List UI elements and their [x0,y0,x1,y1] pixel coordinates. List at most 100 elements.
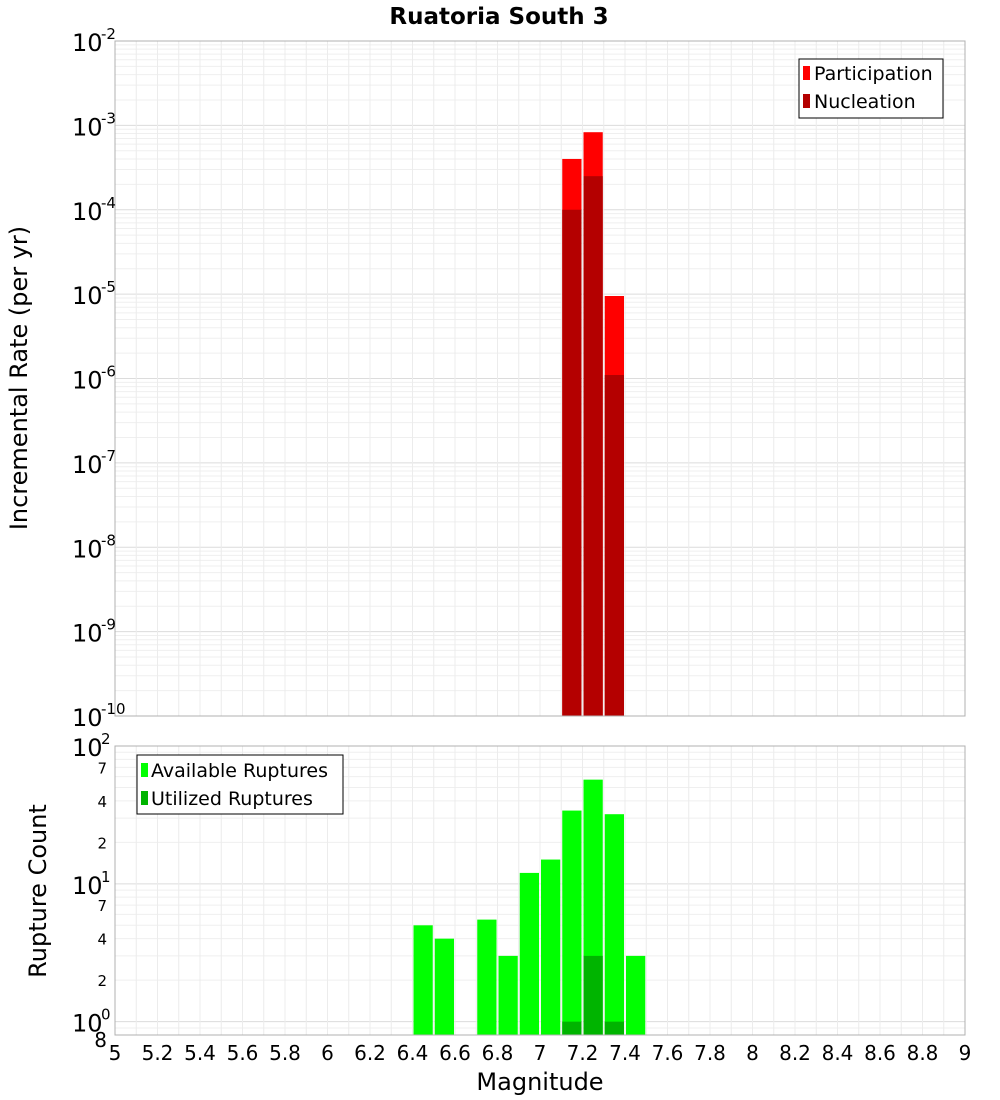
x-tick-label: 6.4 [397,1041,429,1065]
y-tick-label: 10-4 [72,194,116,226]
top-legend: Participation Nucleation [798,58,944,119]
bottom-legend: Available Ruptures Utilized Ruptures [136,754,344,815]
x-tick-label: 8.2 [779,1041,811,1065]
y-tick-exponent: -6 [101,363,116,381]
x-tick-label: 5.6 [227,1041,259,1065]
x-tick-label: 5.4 [184,1041,216,1065]
y-tick-minor-label: 2 [97,834,107,852]
top-plot-bars [562,132,624,717]
y-tick-exponent: -7 [101,447,116,465]
y-tick-label: 101 [72,868,111,900]
x-tick-label: 7 [534,1041,547,1065]
x-tick-label: 6.6 [439,1041,471,1065]
y-tick-exponent: -8 [101,531,116,549]
x-tick-label: 8 [746,1041,759,1065]
x-tick-label: 7.6 [652,1041,684,1065]
y-tick-exponent: 0 [101,1006,111,1024]
y-tick-label: 10-8 [72,531,116,563]
bar-available-ruptures [498,955,518,1035]
y-tick-base: 10 [72,872,103,900]
y-tick-label: 100 [72,1006,111,1038]
y-tick-minor-label: 7 [97,759,107,777]
legend-swatch [803,94,810,108]
legend-label: Available Ruptures [151,760,328,782]
y-tick-exponent: -4 [101,194,116,212]
x-tick-label: 8.6 [864,1041,896,1065]
y-tick-base: 10 [72,113,103,141]
bar-available-ruptures [626,955,646,1035]
x-tick-label: 5.8 [269,1041,301,1065]
y-tick-minor-label: 4 [97,931,107,949]
bar-nucleation [562,209,582,716]
y-tick-label: 10-10 [72,700,126,732]
bar-utilized-ruptures [583,955,603,1035]
y-tick-minor-label: 8 [94,1028,107,1052]
bar-utilized-ruptures [562,1021,582,1035]
x-tick-label: 8.4 [822,1041,854,1065]
legend-swatch [141,763,148,777]
y-tick-label: 10-3 [72,109,116,141]
y-tick-exponent: 1 [101,868,111,886]
y-tick-label: 10-2 [72,25,116,57]
x-tick-label: 7.4 [609,1041,641,1065]
top-y-tick-labels: 10-210-310-410-510-610-710-810-910-10 [72,25,126,732]
y-tick-base: 10 [72,620,103,648]
legend-label: Utilized Ruptures [151,788,313,810]
y-tick-base: 10 [72,282,103,310]
y-tick-base: 10 [72,451,103,479]
x-tick-labels: 5 5.2 5.4 5.6 5.8 6 6.2 6.4 6.6 6.8 7 7.2 7.4 7.6 7.8 8… [109,1041,972,1065]
y-tick-label: 10-9 [72,616,116,648]
x-tick-label: 6.8 [482,1041,514,1065]
bottom-plot-frame [114,745,966,1036]
y-tick-label: 10-5 [72,278,116,310]
bar-utilized-ruptures [604,1021,624,1035]
x-tick-label: 6 [321,1041,334,1065]
legend-label: Nucleation [814,91,916,113]
top-plot-grid [114,40,966,717]
bar-available-ruptures [562,810,582,1035]
y-tick-base: 10 [72,29,103,57]
bottom-y-axis-label: Rupture Count [24,804,52,978]
y-tick-minor-label: 2 [97,972,107,990]
y-tick-exponent: -5 [101,278,116,296]
bar-available-ruptures [434,938,454,1035]
bar-nucleation [604,375,624,716]
y-tick-minor-label: 7 [97,897,107,915]
y-tick-label: 102 [72,730,111,762]
bar-nucleation [583,176,603,716]
y-tick-base: 10 [72,535,103,563]
top-plot-frame [114,40,966,717]
x-tick-label: 7.2 [567,1041,599,1065]
x-tick-label: 5 [109,1041,122,1065]
y-tick-exponent: -10 [101,700,126,718]
y-tick-exponent: -3 [101,109,116,127]
y-tick-base: 10 [72,1010,103,1038]
top-y-axis-label: Incremental Rate (per yr) [5,226,33,530]
legend-label: Participation [814,63,933,85]
y-tick-base: 10 [72,367,103,395]
y-tick-label: 10-6 [72,363,116,395]
legend-box [798,58,944,119]
chart-title: Ruatoria South 3 [389,4,608,30]
bar-available-ruptures [519,872,539,1035]
x-tick-label: 8.8 [907,1041,939,1065]
legend-swatch [141,791,148,805]
x-tick-label: 9 [959,1041,972,1065]
x-tick-label: 5.2 [142,1041,174,1065]
bar-available-ruptures [541,859,561,1035]
y-tick-label: 10-7 [72,447,116,479]
y-tick-base: 10 [72,734,103,762]
y-tick-base: 10 [72,704,103,732]
x-tick-label: 6.2 [354,1041,386,1065]
x-tick-label: 7.8 [694,1041,726,1065]
legend-swatch [803,66,810,80]
bar-available-ruptures [477,919,497,1035]
bottom-plot-bars [413,779,646,1035]
y-tick-base: 10 [72,198,103,226]
x-axis-label: Magnitude [476,1068,603,1096]
y-tick-exponent: -9 [101,616,116,634]
y-tick-minor-label: 4 [97,793,107,811]
bar-available-ruptures [413,925,433,1035]
